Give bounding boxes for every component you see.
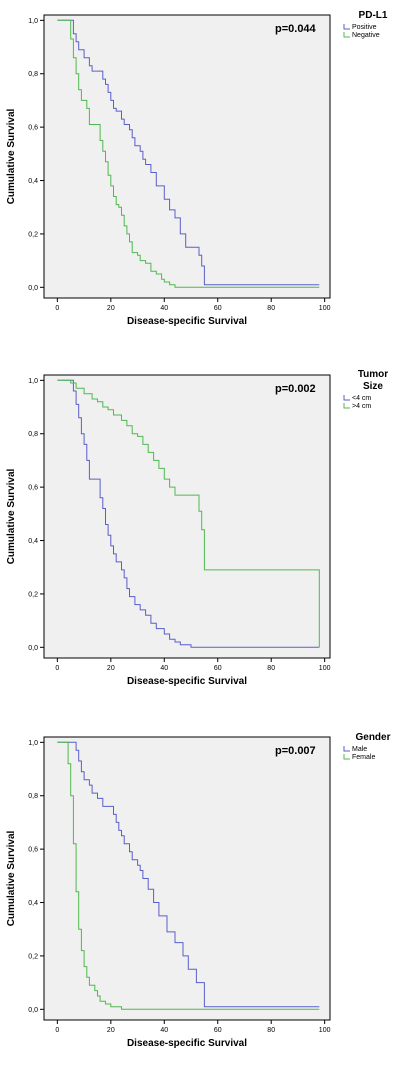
x-tick-label: 80 xyxy=(267,305,275,312)
y-tick-label: 0,0 xyxy=(28,285,38,292)
chart-panel-1: 0,0 0,2 0,4 0,6 0,8 1,0 0 20 40 60 80 100 Disease-sp… xyxy=(6,10,388,327)
plot-area xyxy=(43,14,331,299)
y-tick-label: 0,2 xyxy=(28,231,38,238)
y-tick-label: 0,6 xyxy=(28,847,38,854)
y-tick-label: 0,8 xyxy=(28,793,38,800)
legend-title: Size xyxy=(363,381,383,392)
y-tick-label: 0,0 xyxy=(28,645,38,652)
x-tick-label: 60 xyxy=(214,305,222,312)
legend-swatch-2 xyxy=(343,32,350,38)
series-line-2 xyxy=(57,741,320,1010)
legend-label-2: Female xyxy=(352,754,375,761)
x-tick-label: 100 xyxy=(319,665,331,672)
x-tick-label: 40 xyxy=(160,1027,168,1034)
x-tick-label: 0 xyxy=(55,665,59,672)
y-tick-label: 0,4 xyxy=(28,538,38,545)
p-value-annotation: p=0.002 xyxy=(275,383,316,395)
legend-title: PD-L1 xyxy=(359,10,388,21)
legend-swatch-1 xyxy=(343,395,350,401)
y-tick-label: 0,2 xyxy=(28,591,38,598)
x-tick-label: 0 xyxy=(55,1027,59,1034)
x-tick-label: 20 xyxy=(107,305,115,312)
legend-swatch-2 xyxy=(343,403,350,409)
y-tick-label: 1,0 xyxy=(28,378,38,385)
legend-label-2: Negative xyxy=(352,32,380,39)
legend-swatch-1 xyxy=(343,24,350,30)
p-value-annotation: p=0.044 xyxy=(275,23,317,35)
series-line-1 xyxy=(57,379,320,648)
plot-area xyxy=(43,374,331,659)
x-tick-label: 20 xyxy=(107,1027,115,1034)
x-tick-label: 40 xyxy=(160,305,168,312)
series-line-1 xyxy=(57,741,320,1008)
y-axis-title: Cumulative Survival xyxy=(6,468,17,564)
x-tick-label: 0 xyxy=(55,305,59,312)
x-axis-title: Disease-specific Survival xyxy=(127,316,247,327)
chart-panel-2: 0,0 0,2 0,4 0,6 0,8 1,0 0 20 40 60 80 100 Disease-sp… xyxy=(6,369,388,687)
x-tick-label: 40 xyxy=(160,665,168,672)
y-tick-label: 0,2 xyxy=(28,953,38,960)
y-tick-label: 0,8 xyxy=(28,71,38,78)
legend-title: Tumor xyxy=(358,369,388,380)
y-tick-label: 1,0 xyxy=(28,740,38,747)
legend-label-1: <4 cm xyxy=(352,395,371,402)
p-value-annotation: p=0.007 xyxy=(275,745,316,757)
series-line-2 xyxy=(57,19,320,288)
series-line-1 xyxy=(57,19,320,286)
x-axis-title: Disease-specific Survival xyxy=(127,676,247,687)
series-line-2 xyxy=(57,379,320,648)
legend-label-2: >4 cm xyxy=(352,403,371,410)
y-tick-label: 0,6 xyxy=(28,125,38,132)
x-tick-label: 60 xyxy=(214,1027,222,1034)
legend-title: Gender xyxy=(355,732,390,743)
plot-area xyxy=(43,736,331,1021)
y-tick-label: 0,4 xyxy=(28,900,38,907)
legend-label-1: Positive xyxy=(352,24,377,31)
x-tick-label: 20 xyxy=(107,665,115,672)
x-tick-label: 100 xyxy=(319,1027,331,1034)
legend-swatch-2 xyxy=(343,754,350,760)
y-tick-label: 0,8 xyxy=(28,431,38,438)
x-tick-label: 80 xyxy=(267,1027,275,1034)
x-axis-title: Disease-specific Survival xyxy=(127,1038,247,1049)
y-tick-label: 0,6 xyxy=(28,485,38,492)
x-tick-label: 100 xyxy=(319,305,331,312)
x-tick-label: 80 xyxy=(267,665,275,672)
x-tick-label: 60 xyxy=(214,665,222,672)
legend-swatch-1 xyxy=(343,746,350,752)
y-tick-label: 1,0 xyxy=(28,18,38,25)
y-axis-title: Cumulative Survival xyxy=(6,108,17,204)
y-axis-title: Cumulative Survival xyxy=(6,830,17,926)
y-tick-label: 0,4 xyxy=(28,178,38,185)
y-tick-label: 0,0 xyxy=(28,1007,38,1014)
legend-label-1: Male xyxy=(352,746,367,753)
chart-panel-3: 0,0 0,2 0,4 0,6 0,8 1,0 0 20 40 60 80 100 Disease-sp… xyxy=(6,732,391,1049)
